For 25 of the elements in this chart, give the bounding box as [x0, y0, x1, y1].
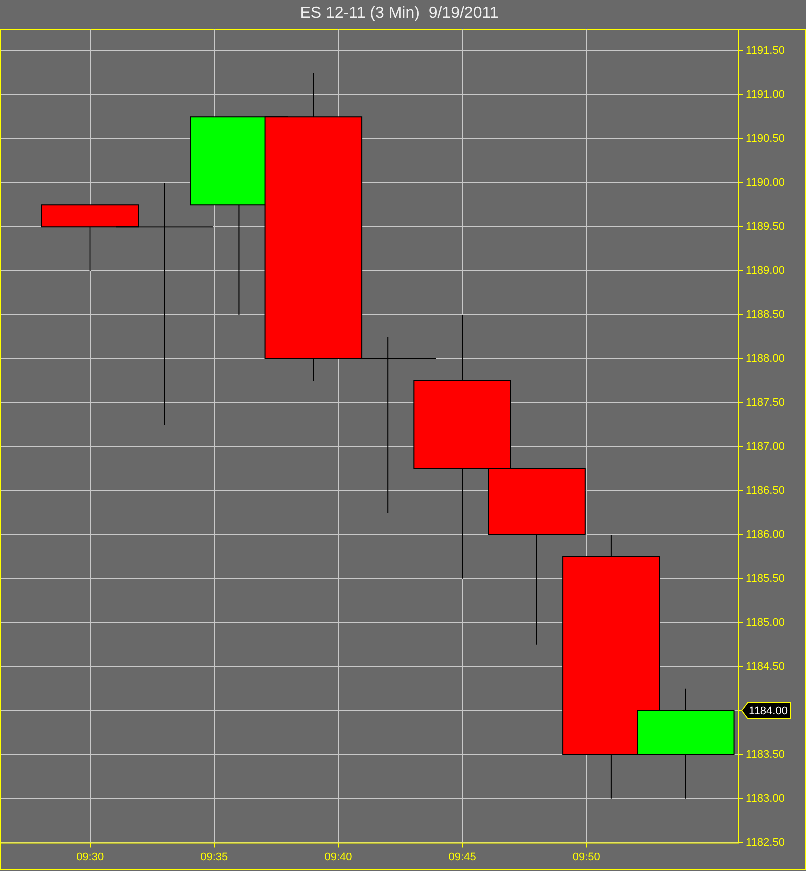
y-tick-label: 1183.50	[746, 748, 785, 761]
y-tick-label: 1189.50	[746, 221, 785, 234]
x-tick-label: 09:30	[76, 851, 104, 864]
y-tick-label: 1184.50	[746, 660, 785, 673]
text: 1184.00	[749, 705, 788, 718]
y-tick-label: 1188.00	[746, 353, 785, 366]
chart-title: ES 12-11 (3 Min) 9/19/2011	[300, 5, 499, 22]
y-tick-label: 1187.00	[746, 441, 785, 454]
y-tick-label: 1190.00	[746, 177, 785, 190]
x-tick-label: 09:50	[572, 851, 600, 864]
y-tick-label: 1187.50	[746, 397, 785, 410]
y-tick-label: 1191.00	[746, 89, 785, 102]
y-tick-label: 1183.00	[746, 792, 785, 805]
x-tick-label: 09:40	[324, 851, 352, 864]
y-tick-label: 1189.00	[746, 265, 785, 278]
x-tick-label: 09:35	[200, 851, 228, 864]
y-tick-label: 1185.00	[746, 616, 785, 629]
x-tick-label: 09:45	[448, 851, 476, 864]
y-tick-label: 1188.50	[746, 309, 785, 322]
y-tick-label: 1191.50	[746, 45, 785, 58]
y-tick-label: 1186.00	[746, 528, 785, 541]
y-tick-label: 1190.50	[746, 133, 785, 146]
y-tick-label: 1186.50	[746, 485, 785, 498]
y-tick-label: 1182.50	[746, 836, 785, 849]
y-tick-label: 1185.50	[746, 572, 785, 585]
